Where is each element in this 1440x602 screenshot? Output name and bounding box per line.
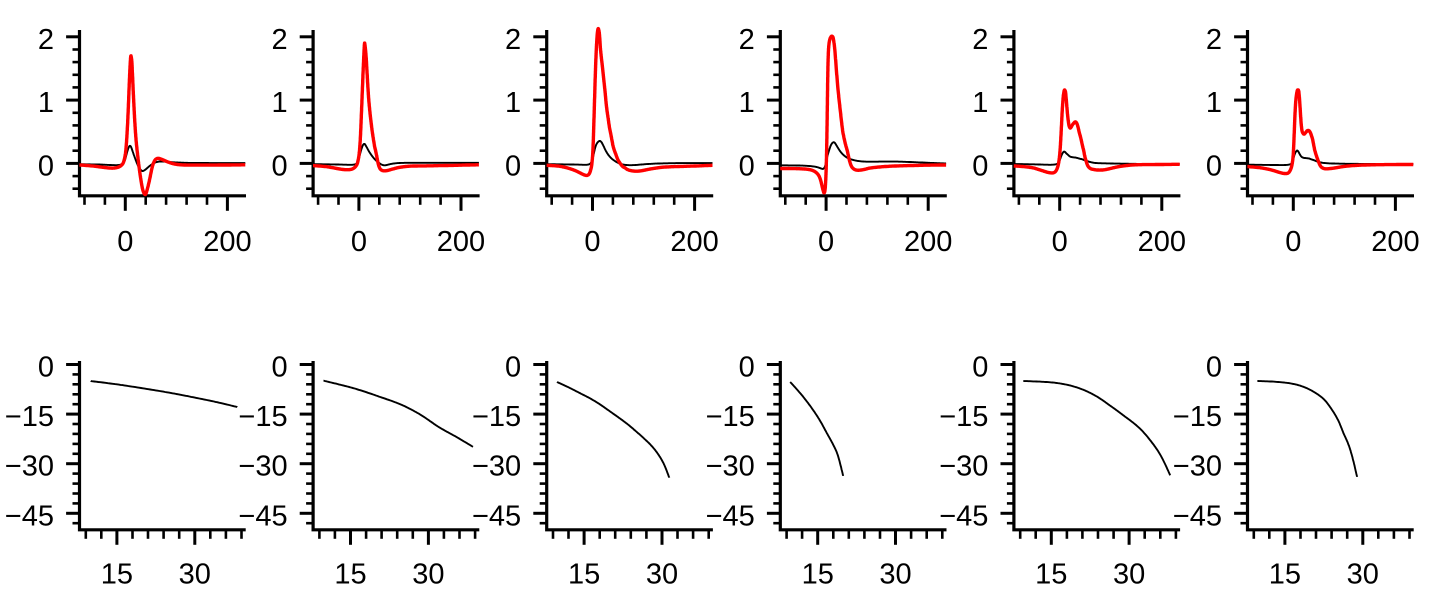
svg-text:−45: −45 bbox=[706, 500, 755, 532]
svg-text:15: 15 bbox=[1269, 559, 1301, 591]
svg-text:200: 200 bbox=[1371, 226, 1419, 258]
svg-text:−15: −15 bbox=[472, 401, 521, 433]
svg-text:200: 200 bbox=[670, 226, 718, 258]
svg-text:15: 15 bbox=[1035, 559, 1067, 591]
svg-text:15: 15 bbox=[101, 559, 133, 591]
svg-text:0: 0 bbox=[505, 150, 521, 182]
svg-text:200: 200 bbox=[1138, 226, 1186, 258]
svg-text:−30: −30 bbox=[1173, 451, 1222, 483]
svg-text:1: 1 bbox=[271, 87, 287, 119]
svg-text:−30: −30 bbox=[5, 451, 54, 483]
svg-text:0: 0 bbox=[271, 150, 287, 182]
svg-text:0: 0 bbox=[972, 352, 988, 384]
svg-text:200: 200 bbox=[437, 226, 485, 258]
svg-text:−45: −45 bbox=[5, 500, 54, 532]
svg-text:15: 15 bbox=[568, 559, 600, 591]
svg-text:1: 1 bbox=[505, 87, 521, 119]
svg-text:0: 0 bbox=[1206, 150, 1222, 182]
svg-text:0: 0 bbox=[972, 150, 988, 182]
svg-text:2: 2 bbox=[271, 24, 287, 56]
svg-text:0: 0 bbox=[117, 226, 133, 258]
svg-text:−30: −30 bbox=[472, 451, 521, 483]
svg-text:0: 0 bbox=[351, 226, 367, 258]
svg-text:2: 2 bbox=[38, 24, 54, 56]
svg-text:15: 15 bbox=[802, 559, 834, 591]
svg-text:0: 0 bbox=[38, 150, 54, 182]
svg-text:200: 200 bbox=[203, 226, 251, 258]
svg-text:1: 1 bbox=[1206, 87, 1222, 119]
svg-text:−45: −45 bbox=[238, 500, 287, 532]
svg-text:−45: −45 bbox=[472, 500, 521, 532]
svg-text:−45: −45 bbox=[939, 500, 988, 532]
svg-text:0: 0 bbox=[584, 226, 600, 258]
svg-text:1: 1 bbox=[739, 87, 755, 119]
svg-text:30: 30 bbox=[646, 559, 678, 591]
svg-text:30: 30 bbox=[179, 559, 211, 591]
svg-text:0: 0 bbox=[739, 150, 755, 182]
svg-text:0: 0 bbox=[1206, 352, 1222, 384]
svg-text:−15: −15 bbox=[1173, 401, 1222, 433]
svg-text:−15: −15 bbox=[5, 401, 54, 433]
svg-text:2: 2 bbox=[972, 24, 988, 56]
svg-text:0: 0 bbox=[271, 352, 287, 384]
svg-text:30: 30 bbox=[1113, 559, 1145, 591]
svg-text:2: 2 bbox=[739, 24, 755, 56]
svg-text:0: 0 bbox=[818, 226, 834, 258]
svg-text:−15: −15 bbox=[939, 401, 988, 433]
svg-text:0: 0 bbox=[505, 352, 521, 384]
svg-text:0: 0 bbox=[1285, 226, 1301, 258]
svg-text:0: 0 bbox=[1052, 226, 1068, 258]
svg-text:2: 2 bbox=[505, 24, 521, 56]
svg-text:1: 1 bbox=[38, 87, 54, 119]
svg-text:30: 30 bbox=[412, 559, 444, 591]
svg-text:−30: −30 bbox=[238, 451, 287, 483]
svg-text:−45: −45 bbox=[1173, 500, 1222, 532]
svg-text:−30: −30 bbox=[706, 451, 755, 483]
svg-text:1: 1 bbox=[972, 87, 988, 119]
svg-text:−15: −15 bbox=[706, 401, 755, 433]
svg-text:15: 15 bbox=[334, 559, 366, 591]
svg-text:2: 2 bbox=[1206, 24, 1222, 56]
svg-text:0: 0 bbox=[739, 352, 755, 384]
svg-text:30: 30 bbox=[879, 559, 911, 591]
svg-text:200: 200 bbox=[904, 226, 952, 258]
svg-text:−15: −15 bbox=[238, 401, 287, 433]
svg-text:−30: −30 bbox=[939, 451, 988, 483]
svg-text:0: 0 bbox=[38, 352, 54, 384]
svg-text:30: 30 bbox=[1347, 559, 1379, 591]
